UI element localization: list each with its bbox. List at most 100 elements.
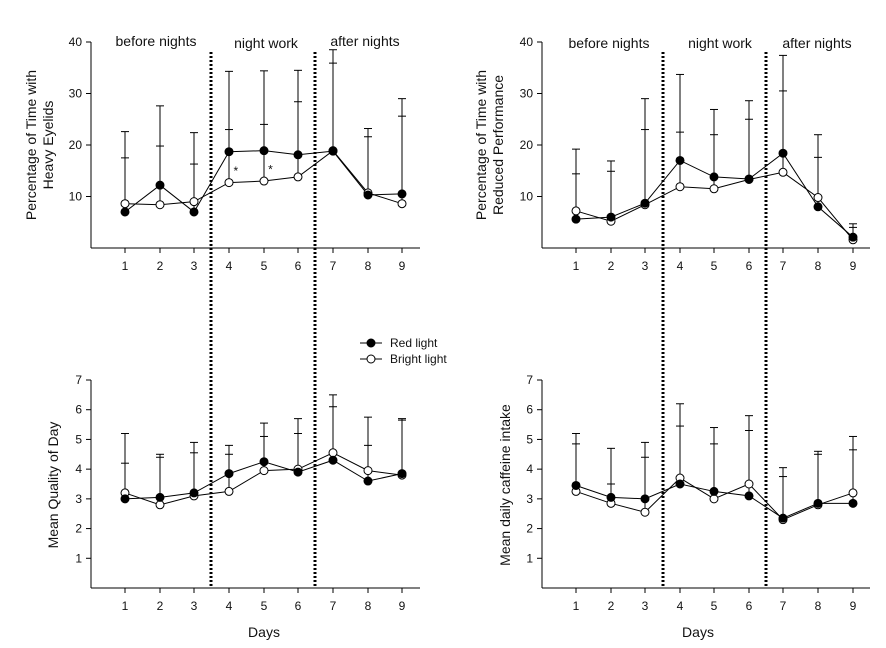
reduced-performance-point-red-5 (744, 174, 754, 184)
panel-quality-of-day: Mean Quality of Day Days 1 2 3 4 5 6 7 1 2 3 4 5 6 7 8… (45, 373, 420, 640)
quality-of-day-point-bright-7 (363, 466, 373, 476)
quality-of-day-ytick-label-4: 5 (75, 432, 82, 446)
heavy-eyelids-point-red-6 (328, 146, 338, 156)
quality-of-day-ytick-label-0: 1 (75, 551, 82, 565)
caffeine-intake-xtick-label-5: 6 (746, 599, 753, 613)
reduced-performance-xtick-label-5: 6 (746, 259, 753, 273)
heavy-eyelids-point-red-1 (155, 180, 165, 190)
reduced-performance-xtick-label-0: 1 (573, 259, 580, 273)
heavy-eyelids-point-red-7 (363, 190, 373, 200)
phase-label-night-work-right: night work (688, 35, 753, 51)
heavy-eyelids-point-bright-1 (155, 200, 165, 210)
reduced-performance-xtick-label-2: 3 (642, 259, 649, 273)
panel-reduced-performance-ylabel-line-2: Reduced Performance (490, 75, 506, 215)
quality-of-day-ytick-label-2: 3 (75, 492, 82, 506)
panel-caffeine-intake-ylabel: Mean daily caffeine intake (497, 404, 513, 566)
caffeine-intake-point-bright-2 (640, 507, 650, 517)
caffeine-intake-point-red-0 (571, 480, 581, 490)
heavy-eyelids-ytick-label-1: 20 (69, 138, 83, 152)
reduced-performance-xtick-label-7: 8 (815, 259, 822, 273)
caffeine-intake-ytick-label-3: 4 (526, 462, 533, 476)
panel-caffeine-intake: Mean daily caffeine intake Days 1 2 3 4 5 6 7 1… (497, 373, 870, 640)
quality-of-day-xtick-label-8: 9 (399, 599, 406, 613)
caffeine-intake-point-red-5 (744, 491, 754, 501)
quality-of-day-point-red-2 (189, 488, 199, 498)
caffeine-intake-ytick-label-5: 6 (526, 403, 533, 417)
heavy-eyelids-xtick-label-4: 5 (261, 259, 268, 273)
heavy-eyelids-ytick-label-3: 40 (69, 35, 83, 49)
reduced-performance-point-bright-7 (813, 193, 823, 203)
quality-of-day-ytick-label-6: 7 (75, 373, 82, 387)
phase-label-before-nights-left: before nights (116, 33, 197, 49)
caffeine-intake-point-bright-5 (744, 479, 754, 489)
caffeine-intake-point-red-2 (640, 494, 650, 504)
panel-heavy-eyelids: Percentage of Time with Heavy Eyelids 10… (23, 35, 420, 273)
quality-of-day-point-red-7 (363, 476, 373, 486)
caffeine-intake-xtick-label-7: 8 (815, 599, 822, 613)
quality-of-day-xtick-label-6: 7 (330, 599, 337, 613)
panel-heavy-eyelids-ylabel-line-2: Heavy Eyelids (40, 101, 56, 190)
heavy-eyelids-annotation-1: * (268, 162, 273, 176)
reduced-performance-xtick-label-1: 2 (608, 259, 615, 273)
caffeine-intake-xtick-label-6: 7 (780, 599, 787, 613)
quality-of-day-point-bright-1 (155, 500, 165, 510)
caffeine-intake-xtick-label-8: 9 (850, 599, 857, 613)
panel-caffeine-intake-xlabel: Days (682, 624, 714, 640)
reduced-performance-ytick-label-3: 40 (520, 35, 534, 49)
caffeine-intake-xtick-label-1: 2 (608, 599, 615, 613)
reduced-performance-ytick-label-2: 30 (520, 87, 534, 101)
phase-label-night-work-left: night work (234, 35, 299, 51)
heavy-eyelids-point-red-3 (224, 147, 234, 157)
caffeine-intake-xtick-label-4: 5 (711, 599, 718, 613)
reduced-performance-point-bright-6 (778, 167, 788, 177)
heavy-eyelids-xtick-label-2: 3 (191, 259, 198, 273)
quality-of-day-xtick-label-7: 8 (365, 599, 372, 613)
quality-of-day-point-red-8 (397, 469, 407, 479)
caffeine-intake-ytick-label-2: 3 (526, 492, 533, 506)
panel-heavy-eyelids-ylabel-line-1: Percentage of Time with (23, 70, 39, 220)
heavy-eyelids-xtick-label-7: 8 (365, 259, 372, 273)
quality-of-day-xtick-label-4: 5 (261, 599, 268, 613)
heavy-eyelids-point-bright-2 (189, 197, 199, 207)
caffeine-intake-ytick-label-4: 5 (526, 432, 533, 446)
reduced-performance-ytick-label-1: 20 (520, 138, 534, 152)
heavy-eyelids-ytick-label-0: 10 (69, 190, 83, 204)
quality-of-day-point-red-6 (328, 455, 338, 465)
caffeine-intake-ytick-label-1: 2 (526, 522, 533, 536)
heavy-eyelids-annotation-0: * (233, 164, 238, 178)
heavy-eyelids-xtick-label-1: 2 (157, 259, 164, 273)
quality-of-day-ytick-label-5: 6 (75, 403, 82, 417)
reduced-performance-point-red-2 (640, 198, 650, 208)
quality-of-day-point-bright-6 (328, 448, 338, 458)
reduced-performance-point-red-3 (675, 155, 685, 165)
caffeine-intake-xtick-label-3: 4 (677, 599, 684, 613)
quality-of-day-point-red-0 (120, 494, 130, 504)
reduced-performance-point-red-6 (778, 148, 788, 158)
heavy-eyelids-point-bright-4 (259, 176, 269, 186)
caffeine-intake-point-red-8 (848, 498, 858, 508)
quality-of-day-point-red-5 (293, 467, 303, 477)
heavy-eyelids-xtick-label-6: 7 (330, 259, 337, 273)
quality-of-day-xtick-label-5: 6 (295, 599, 302, 613)
heavy-eyelids-point-bright-0 (120, 199, 130, 209)
caffeine-intake-point-bright-4 (709, 494, 719, 504)
quality-of-day-point-red-3 (224, 469, 234, 479)
heavy-eyelids-point-red-0 (120, 207, 130, 217)
caffeine-intake-ytick-label-0: 1 (526, 551, 533, 565)
legend: Red light Bright light (360, 336, 447, 366)
heavy-eyelids-xtick-label-5: 6 (295, 259, 302, 273)
legend-bright-label: Bright light (390, 352, 447, 366)
quality-of-day-ytick-label-1: 2 (75, 522, 82, 536)
caffeine-intake-point-red-7 (813, 498, 823, 508)
heavy-eyelids-point-red-5 (293, 150, 303, 160)
reduced-performance-point-red-0 (571, 214, 581, 224)
quality-of-day-xtick-label-2: 3 (191, 599, 198, 613)
quality-of-day-xtick-label-0: 1 (122, 599, 129, 613)
panel-reduced-performance: Percentage of Time with Reduced Performa… (473, 35, 870, 273)
quality-of-day-point-bright-3 (224, 486, 234, 496)
quality-of-day-ytick-label-3: 4 (75, 462, 82, 476)
reduced-performance-point-bright-0 (571, 206, 581, 216)
reduced-performance-ytick-label-0: 10 (520, 190, 534, 204)
quality-of-day-xtick-label-3: 4 (226, 599, 233, 613)
